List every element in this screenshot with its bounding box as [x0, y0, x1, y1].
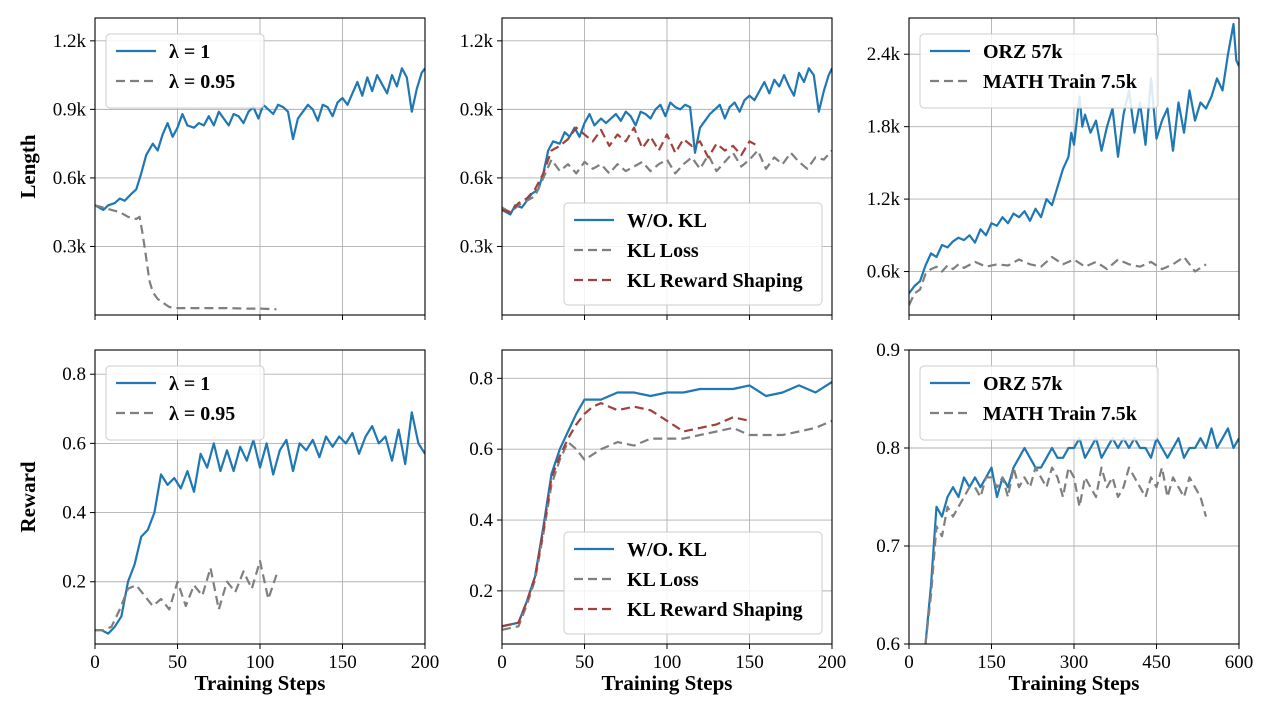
x-tick-label: 50 [575, 652, 594, 673]
plot-frame [908, 349, 1240, 645]
y-tick-label: 0.9 [876, 340, 900, 361]
y-tick-label: 1.8k [867, 117, 901, 138]
legend: ORZ 57k MATH Train 7.5k [919, 33, 1159, 109]
series-line-1 [95, 204, 277, 311]
legend-label: MATH Train 7.5k [983, 71, 1138, 93]
legend-label: KL Reward Shaping [627, 599, 803, 621]
x-tick-label: 150 [977, 652, 1006, 673]
series-line-0 [95, 411, 425, 635]
legend-frame [105, 365, 265, 441]
legend-label: W/O. KL [627, 539, 707, 561]
legend: W/O. KL KL Loss KL Reward Shaping [563, 531, 823, 635]
x-axis-title: Training Steps [195, 671, 326, 695]
y-tick-label: 0.2 [62, 572, 86, 593]
series-line-1 [502, 149, 832, 214]
series-line-1 [95, 559, 278, 632]
x-tick-label: 150 [328, 652, 357, 673]
legend-label: KL Loss [627, 240, 699, 262]
series-line-0 [909, 22, 1239, 294]
plot-frame [501, 17, 833, 316]
x-tick-label: 0 [90, 652, 100, 673]
legend-label: λ = 0.95 [169, 71, 235, 93]
x-tick-label: 300 [1060, 652, 1089, 673]
panel-p12: 0.3k 0.6k 0.9k 1.2k W/O. KL KL Loss KL Reward … [460, 17, 833, 320]
legend-label: ORZ 57k [983, 41, 1063, 63]
panel-p23: 0 150 300 450 600 0.6 0.7 0.8 0.9 Training Steps O… [876, 340, 1253, 695]
x-axis-title: Training Steps [1009, 671, 1140, 695]
legend-label: W/O. KL [627, 210, 707, 232]
legend-label: λ = 1 [169, 41, 210, 63]
legend-frame [919, 33, 1159, 109]
legend: W/O. KL KL Loss KL Reward Shaping [563, 202, 823, 306]
legend-label: λ = 0.95 [169, 403, 235, 425]
legend-frame [563, 531, 823, 635]
plot-frame [908, 17, 1240, 316]
legend-frame [563, 202, 823, 306]
legend: ORZ 57k MATH Train 7.5k [919, 365, 1159, 441]
legend: λ = 1 λ = 0.95 [105, 33, 265, 109]
y-tick-label: 0.2 [469, 581, 493, 602]
series-line-0 [502, 67, 832, 216]
x-tick-label: 100 [246, 652, 275, 673]
series-line-1 [924, 466, 1208, 644]
y-tick-label: 0.3k [53, 236, 87, 257]
y-tick-label: 0.3k [460, 236, 494, 257]
legend-frame [919, 365, 1159, 441]
x-tick-label: 0 [497, 652, 507, 673]
panel-p22: 0 50 100 150 200 0.2 0.4 0.6 0.8 Training Steps W/… [469, 349, 847, 695]
legend-label: MATH Train 7.5k [983, 403, 1138, 425]
y-tick-label: 0.6k [53, 168, 87, 189]
legend-label: λ = 1 [169, 373, 210, 395]
x-tick-label: 600 [1225, 652, 1254, 673]
y-tick-label: 1.2k [460, 31, 494, 52]
panel-p11: 0.3k 0.6k 0.9k 1.2k Length λ = 1 λ = 0.95 [16, 17, 426, 320]
y-tick-label: 0.9k [460, 99, 494, 120]
x-tick-label: 450 [1142, 652, 1171, 673]
series-line-2 [502, 402, 750, 628]
x-tick-label: 150 [735, 652, 764, 673]
y-tick-label: 0.8 [62, 364, 86, 385]
series-line-2 [502, 126, 759, 214]
y-tick-label: 1.2k [867, 189, 901, 210]
y-tick-label: 0.6 [469, 439, 493, 460]
legend-label: KL Loss [627, 569, 699, 591]
y-tick-label: 0.6 [876, 634, 900, 655]
plot-frame [94, 17, 426, 316]
series-line-1 [909, 255, 1207, 306]
plot-frame [94, 349, 426, 645]
y-tick-label: 1.2k [53, 31, 87, 52]
x-tick-label: 0 [904, 652, 914, 673]
y-tick-label: 2.4k [867, 44, 901, 65]
x-tick-label: 100 [653, 652, 682, 673]
panel-p21: 0 50 100 150 200 0.2 0.4 0.6 0.8 Reward Training S… [16, 349, 440, 695]
x-tick-label: 50 [168, 652, 187, 673]
series-line-0 [95, 67, 425, 211]
y-tick-label: 0.6k [460, 168, 494, 189]
panel-p13: 0.6k 1.2k 1.8k 2.4k ORZ 57k MATH Train 7.5k [867, 17, 1240, 320]
y-tick-label: 0.8 [876, 438, 900, 459]
y-tick-label: 0.4 [62, 503, 86, 524]
y-axis-title: Reward [16, 461, 40, 532]
legend: λ = 1 λ = 0.95 [105, 365, 265, 441]
legend-frame [105, 33, 265, 109]
y-tick-label: 0.6 [62, 433, 86, 454]
y-tick-label: 0.8 [469, 368, 493, 389]
y-axis-title: Length [16, 134, 40, 199]
y-tick-label: 0.4 [469, 510, 493, 531]
plot-frame [501, 349, 833, 645]
series-line-1 [502, 419, 832, 631]
x-axis-title: Training Steps [602, 671, 733, 695]
x-tick-label: 200 [411, 652, 440, 673]
y-tick-label: 0.7 [876, 536, 900, 557]
legend-label: ORZ 57k [983, 373, 1063, 395]
y-tick-label: 0.9k [53, 99, 87, 120]
y-tick-label: 0.6k [867, 262, 901, 283]
legend-label: KL Reward Shaping [627, 270, 803, 292]
series-line-0 [924, 427, 1239, 644]
x-tick-label: 200 [818, 652, 847, 673]
